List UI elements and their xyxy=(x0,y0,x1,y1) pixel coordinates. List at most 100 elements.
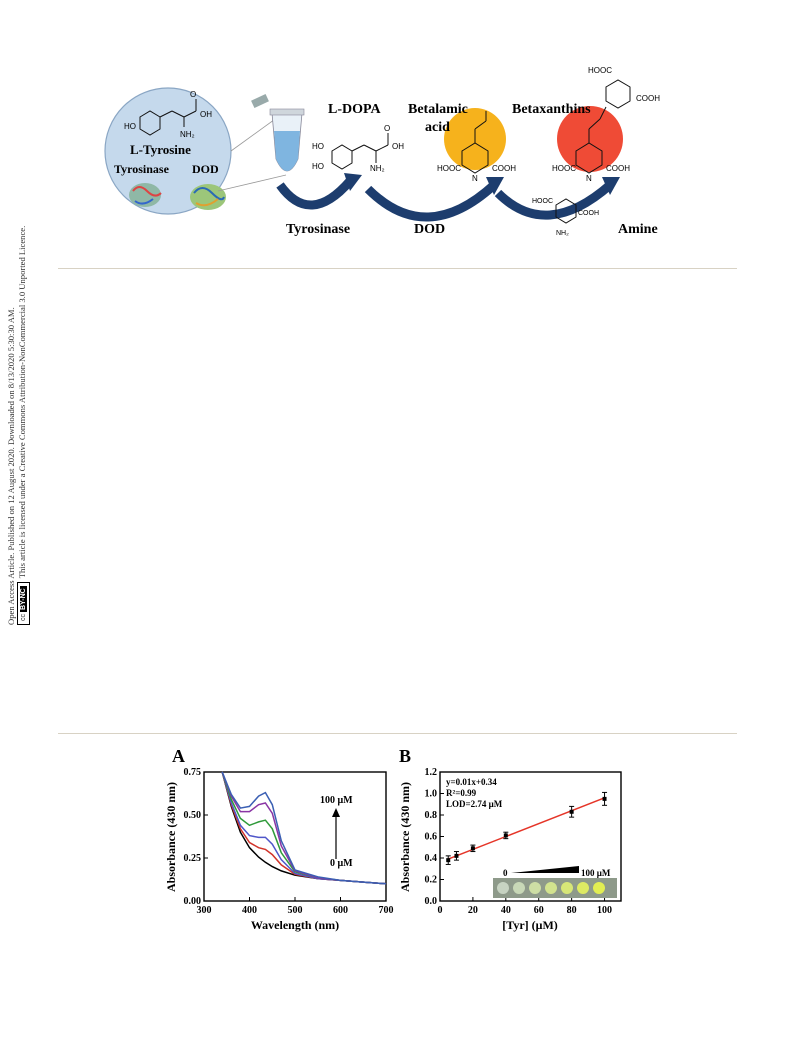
tyrosine-structure xyxy=(139,99,197,136)
betalamic-label-1: Betalamic xyxy=(408,102,468,117)
chart-b-ticks: 0 20 40 60 80 100 0.0 0.2 0.4 0.6 0.8 1.0 1.2 xyxy=(425,767,613,916)
arrow-tyrosinase xyxy=(276,177,354,210)
chart-b-xtick-label: 100 xyxy=(597,905,612,916)
reaction-arrows xyxy=(276,177,613,222)
chart-a-xtick-label: 600 xyxy=(333,905,348,916)
chart-a-series-line xyxy=(221,771,387,885)
reaction-scheme: HO O OH NH₂ L-Tyrosine Tyrosinase DOD L-… xyxy=(104,66,660,237)
tyrosine-o: O xyxy=(190,90,196,99)
chart-a-series xyxy=(221,771,387,885)
tyrosinase-protein-icon xyxy=(129,183,162,207)
chart-b-points xyxy=(445,791,608,865)
cc-badge-type: BY-NC xyxy=(20,586,27,613)
chart-b-calibration: B 0 20 40 60 80 100 0.0 0.2 0.4 0.6 0.8 1.0 1.2 y=0.… xyxy=(398,746,622,932)
inset-start-label: 0 xyxy=(503,868,508,878)
chart-a-xtick-label: 400 xyxy=(242,905,257,916)
panel-a-letter: A xyxy=(172,746,185,766)
chart-b-eq2: R²=0.99 xyxy=(446,788,477,798)
chart-a-ytick-label: 0.75 xyxy=(184,767,202,778)
betaxanthin-hooc-top: HOOC xyxy=(588,66,612,75)
chart-a-annotation-top: 100 μM xyxy=(320,795,353,806)
chart-a-ticks: 300 400 500 600 700 0.00 0.25 0.50 0.75 xyxy=(184,767,394,916)
tyrosine-oh: OH xyxy=(200,110,212,119)
chart-a-xtick-label: 700 xyxy=(379,905,394,916)
betaxanthin-cooh: COOH xyxy=(606,164,630,173)
inset-photo xyxy=(493,878,617,898)
ldopa-oh: OH xyxy=(392,142,404,151)
inset-end-label: 100 μM xyxy=(581,868,611,878)
license-side-note: Open Access Article. Published on 12 Aug… xyxy=(6,226,30,625)
tyrosine-ho: HO xyxy=(124,122,136,131)
license-line-2-text: This article is licensed under a Creativ… xyxy=(17,225,27,579)
panel-b-letter: B xyxy=(399,746,411,766)
chart-b-xtick-label: 40 xyxy=(501,905,511,916)
betaxanthin-nh: N xyxy=(586,174,592,183)
amine-cooh: COOH xyxy=(578,210,599,217)
tyrosine-nh2: NH₂ xyxy=(180,130,195,139)
chart-a-ytick-label: 0.00 xyxy=(184,896,202,907)
arrow-dod xyxy=(364,181,498,222)
betalamic-hooc: HOOC xyxy=(437,164,461,173)
chart-a-ylabel: Absorbance (430 nm) xyxy=(164,782,178,892)
license-line-2: cc BY-NC This article is licensed under a… xyxy=(17,226,30,625)
chart-a-series-line xyxy=(221,771,387,885)
cc-license-badge[interactable]: cc BY-NC xyxy=(17,582,30,625)
zoom-line-top xyxy=(230,116,279,152)
chart-b-xtick-label: 20 xyxy=(468,905,478,916)
chart-a-series-line xyxy=(221,771,387,885)
chart-b-xtick-label: 60 xyxy=(534,905,544,916)
chart-a-series-line xyxy=(221,771,387,885)
circle-enzyme-2: DOD xyxy=(192,162,219,176)
divider-top xyxy=(58,268,737,269)
chart-b-xtick-label: 0 xyxy=(438,905,443,916)
chart-a-ytick-label: 0.25 xyxy=(184,853,202,864)
reaction-tube-icon xyxy=(251,93,305,172)
chart-b-ytick-label: 0.6 xyxy=(425,832,438,843)
amine-hooc: HOOC xyxy=(532,198,553,205)
ldopa-nh2: NH₂ xyxy=(370,164,385,173)
chart-b-ytick-label: 0.2 xyxy=(425,875,438,886)
inset-gradient-wedge xyxy=(511,866,579,873)
betaxanthin-cooh-right: COOH xyxy=(636,94,660,103)
chart-b-point xyxy=(569,809,574,814)
chart-a-ytick-label: 0.50 xyxy=(184,810,202,821)
chart-b-eq1: y=0.01x+0.34 xyxy=(446,777,497,787)
betaxanthin-circle xyxy=(557,106,623,172)
betalamic-label-2: acid xyxy=(425,120,450,135)
amine-label: Amine xyxy=(618,222,658,237)
ldopa-structure xyxy=(331,133,389,170)
betaxanthin-structure xyxy=(575,79,631,174)
circle-enzyme-1: Tyrosinase xyxy=(114,162,170,176)
chart-a-annotation-bottom: 0 μM xyxy=(330,858,353,869)
amine-nh2: NH₂ xyxy=(556,230,569,237)
chart-b-ytick-label: 1.0 xyxy=(425,789,438,800)
arrow-amine xyxy=(494,181,613,220)
arrow2-label: DOD xyxy=(414,222,445,237)
ldopa-label: L-DOPA xyxy=(328,102,382,117)
ldopa-ho-2: HO xyxy=(312,162,324,171)
betaxanthin-hooc: HOOC xyxy=(552,164,576,173)
chart-a-xtick-label: 500 xyxy=(288,905,303,916)
chart-b-eq3: LOD=2.74 μM xyxy=(446,799,503,809)
chart-b-point xyxy=(602,796,607,801)
chart-b-ytick-label: 0.4 xyxy=(425,853,438,864)
cc-badge-symbol: cc xyxy=(20,614,27,621)
dod-protein-icon xyxy=(190,184,226,210)
chart-b-ytick-label: 1.2 xyxy=(425,767,438,778)
arrow1-label: Tyrosinase xyxy=(286,222,350,237)
chart-a-series-line xyxy=(221,771,387,885)
zoom-line-bottom xyxy=(217,174,287,192)
divider-bottom xyxy=(58,733,737,734)
ldopa-o: O xyxy=(384,124,390,133)
chart-b-xlabel: [Tyr] (μM) xyxy=(502,918,558,932)
ldopa-ho-1: HO xyxy=(312,142,324,151)
arrow-heads xyxy=(344,173,620,195)
betalamic-nh: N xyxy=(472,174,478,183)
amine-structure xyxy=(555,198,577,224)
chart-a-series-line xyxy=(221,771,387,885)
chart-b-ytick-label: 0.8 xyxy=(425,810,438,821)
license-line-1: Open Access Article. Published on 12 Aug… xyxy=(6,307,16,625)
betalamic-cooh: COOH xyxy=(492,164,516,173)
chart-b-point xyxy=(454,853,459,858)
chart-b-ytick-label: 0.0 xyxy=(425,896,438,907)
